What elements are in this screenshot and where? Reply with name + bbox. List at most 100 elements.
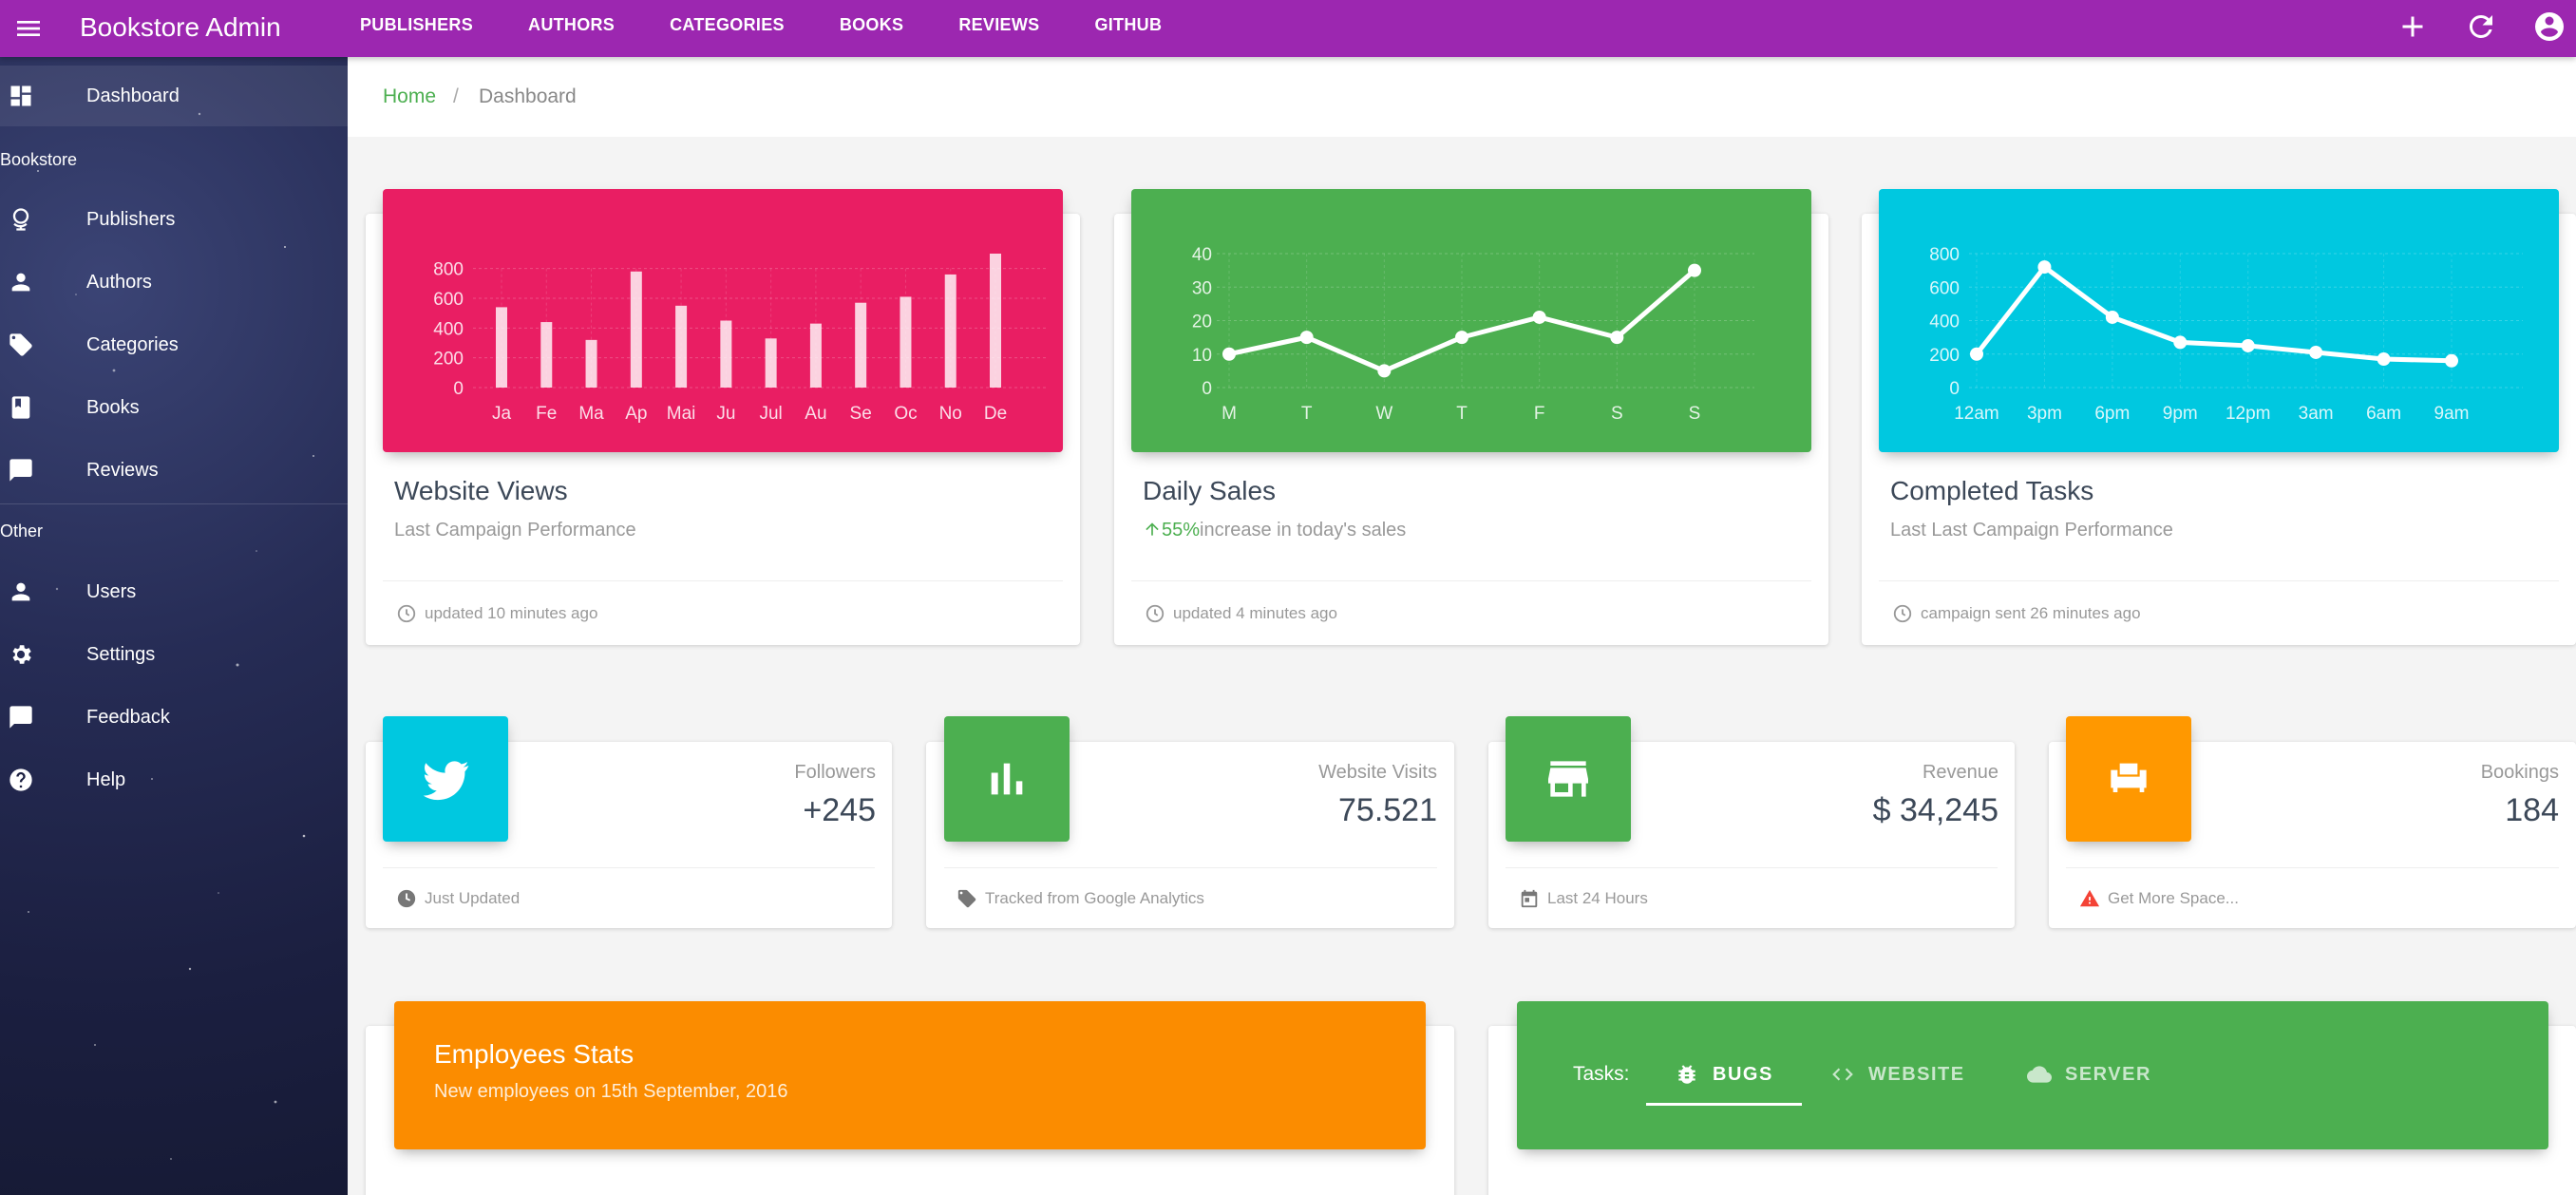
stat-value: 75.521 <box>1338 792 1437 828</box>
stat-label: Followers <box>794 762 876 783</box>
x-tick-label: Ju <box>716 404 735 424</box>
sidebar-item-dashboard[interactable]: Dashboard <box>0 66 348 126</box>
card-footer-text: Tracked from Google Analytics <box>985 889 1204 907</box>
tasks-header: Tasks: BUGS WEBSITE SERVER <box>1517 1001 2548 1149</box>
y-tick-label: 400 <box>1929 313 1960 332</box>
gear-icon <box>12 645 31 664</box>
tab-label: BUGS <box>1713 1063 1773 1085</box>
account-circle-icon[interactable] <box>2532 9 2567 44</box>
sidebar-item-feedback[interactable]: Feedback <box>0 687 348 748</box>
x-tick-label: Mai <box>667 404 696 424</box>
bar <box>990 254 1001 388</box>
twitter-icon <box>423 761 469 801</box>
x-tick-label: S <box>1611 404 1623 424</box>
globe-stand-icon <box>12 208 29 231</box>
sidebar-group-other: Other <box>0 522 44 541</box>
breadcrumb-home-link[interactable]: Home <box>383 85 437 107</box>
sidebar-item-reviews[interactable]: Reviews <box>0 440 348 501</box>
card-footer: Just Updated <box>396 888 520 909</box>
breadcrumb: Home / Dashboard <box>348 57 2576 137</box>
menu-icon[interactable] <box>13 13 44 44</box>
data-point <box>2445 353 2458 368</box>
tab-website[interactable]: WEBSITE <box>1830 1043 1965 1106</box>
website-visits-icon-box <box>944 716 1070 842</box>
card-divider <box>383 867 875 868</box>
x-tick-label: 9am <box>2434 404 2470 424</box>
sidebar: Dashboard Bookstore Publishers Authors C… <box>0 57 348 1195</box>
sidebar-background <box>18 112 314 1160</box>
bar <box>585 339 597 388</box>
daily-sales-chart: 0 10 20 30 40 M T W T F S S <box>1131 189 1811 452</box>
x-tick-label: T <box>1456 404 1468 424</box>
y-tick-label: 30 <box>1192 278 1212 298</box>
nav-github[interactable]: GITHUB <box>1094 15 1163 34</box>
sidebar-item-categories[interactable]: Categories <box>0 314 348 375</box>
bar <box>540 322 553 388</box>
sidebar-item-label: Dashboard <box>86 85 180 106</box>
nav-authors[interactable]: AUTHORS <box>528 15 616 34</box>
website-views-chart-svg: 0 200 400 600 800 Ja Fe Ma Ap Mai Ju Jul Au Se Oc No De <box>433 254 1046 424</box>
sofa-icon <box>2111 763 2147 792</box>
card-footer-text: updated 10 minutes ago <box>425 604 598 622</box>
card-divider <box>383 580 1063 581</box>
tag-icon <box>957 889 976 908</box>
store-icon <box>1548 761 1588 797</box>
nav-categories[interactable]: CATEGORIES <box>670 15 785 34</box>
stat-label: Website Visits <box>1318 762 1437 783</box>
bookings-icon-box <box>2066 716 2191 842</box>
series-line <box>1975 264 2453 364</box>
sidebar-item-publishers[interactable]: Publishers <box>0 189 348 250</box>
sidebar-item-users[interactable]: Users <box>0 561 348 622</box>
x-tick-label: Ap <box>625 404 647 424</box>
tab-bugs[interactable]: BUGS <box>1646 1043 1802 1106</box>
x-tick-label: Oc <box>894 404 917 424</box>
sidebar-item-help[interactable]: Help <box>0 749 348 810</box>
stat-value: 184 <box>2505 792 2559 828</box>
sidebar-divider <box>0 503 348 504</box>
sidebar-group-bookstore: Bookstore <box>0 150 78 169</box>
plus-icon[interactable] <box>2396 9 2430 44</box>
book-icon <box>11 396 30 419</box>
card-subtitle: Last Campaign Performance <box>394 520 636 541</box>
bar <box>900 296 912 388</box>
y-tick-label: 400 <box>433 319 464 339</box>
sidebar-item-settings[interactable]: Settings <box>0 624 348 685</box>
comment-icon <box>9 459 32 482</box>
sidebar-item-label: Settings <box>86 643 156 665</box>
help-icon <box>9 768 32 791</box>
refresh-icon[interactable] <box>2464 9 2498 44</box>
clock-icon <box>1893 604 1912 623</box>
tab-label: SERVER <box>2065 1063 2151 1085</box>
x-tick-label: 6pm <box>2094 404 2130 424</box>
sidebar-item-books[interactable]: Books <box>0 377 348 438</box>
card-divider <box>2066 867 2559 868</box>
bar <box>855 302 867 388</box>
tab-label: WEBSITE <box>1868 1063 1965 1085</box>
card-footer: Tracked from Google Analytics <box>957 888 1204 909</box>
y-tick-label: 600 <box>1929 278 1960 298</box>
clock-icon <box>1146 604 1165 623</box>
tab-server[interactable]: SERVER <box>2027 1043 2151 1106</box>
nav-reviews[interactable]: REVIEWS <box>958 15 1040 34</box>
card-footer-text: Get More Space... <box>2108 889 2239 907</box>
sidebar-item-authors[interactable]: Authors <box>0 252 348 313</box>
card-footer: Get More Space... <box>2079 888 2239 909</box>
daily-sales-chart-svg: 0 10 20 30 40 M T W T F S S <box>1192 245 1754 424</box>
data-point <box>2037 260 2052 275</box>
completed-tasks-chart: 0 200 400 600 800 12am 3pm 6pm 9pm 12pm 3am 6am 9am <box>1879 189 2559 452</box>
tag-icon <box>9 333 32 356</box>
app-title[interactable]: Bookstore Admin <box>80 12 281 42</box>
nav-publishers[interactable]: PUBLISHERS <box>360 15 474 34</box>
bar <box>809 323 822 388</box>
sidebar-item-label: Publishers <box>86 208 176 230</box>
card-divider <box>1506 867 1998 868</box>
data-point <box>1532 310 1546 324</box>
card-footer-text: updated 4 minutes ago <box>1173 604 1337 622</box>
data-point <box>1688 263 1701 277</box>
top-nav: PUBLISHERS AUTHORS CATEGORIES BOOKS REVI… <box>332 0 1189 57</box>
sidebar-item-label: Feedback <box>86 706 170 728</box>
card-divider <box>1879 580 2559 581</box>
nav-books[interactable]: BOOKS <box>839 15 904 34</box>
x-tick-label: Fe <box>536 404 557 424</box>
data-point <box>1610 331 1624 345</box>
